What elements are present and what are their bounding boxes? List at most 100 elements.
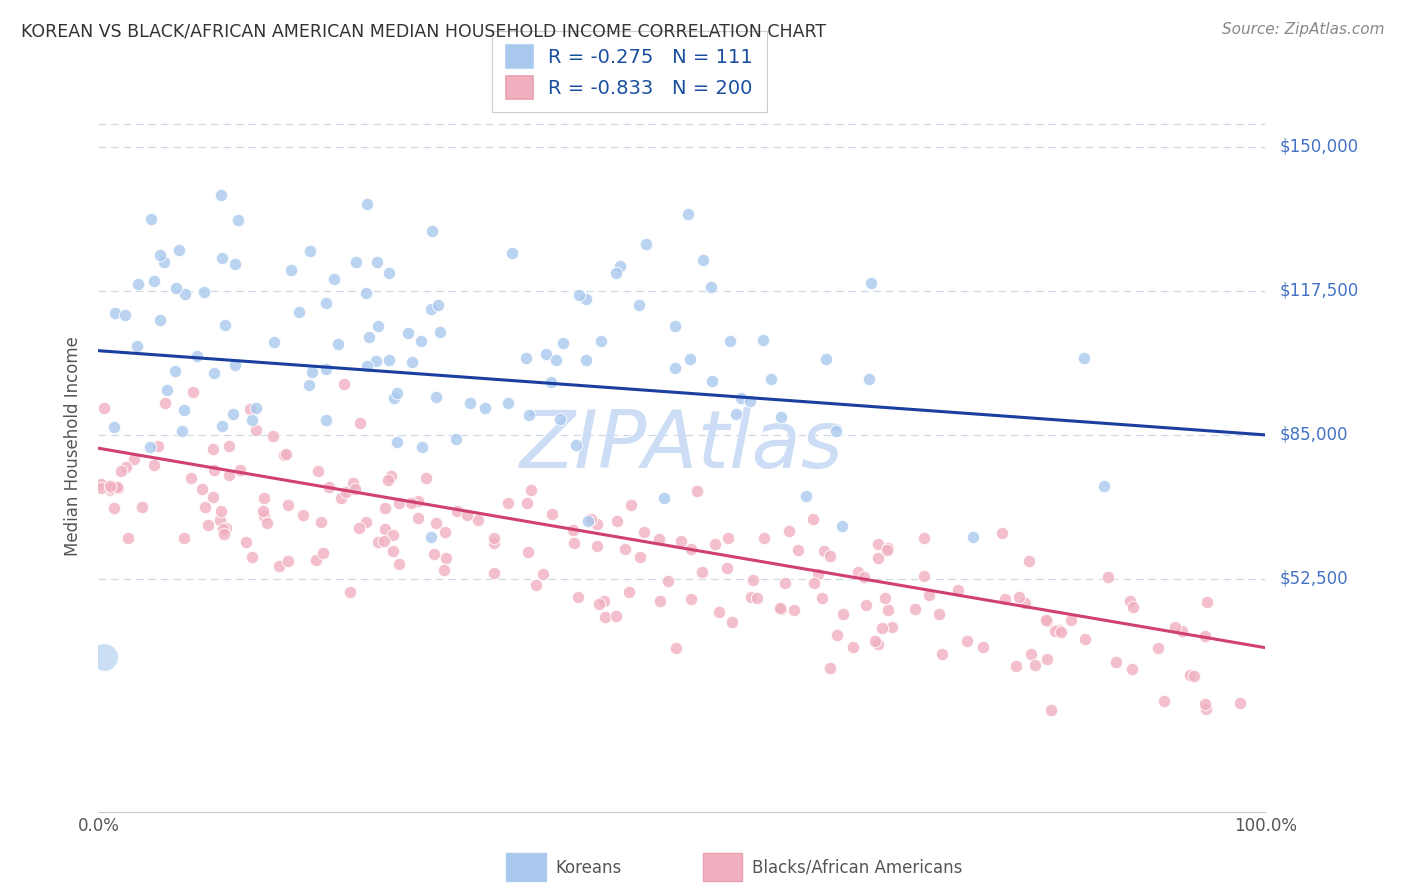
Point <box>425 516 447 531</box>
Point <box>928 607 950 621</box>
Point <box>501 245 523 260</box>
Point <box>312 546 335 560</box>
Point <box>585 539 607 553</box>
Point <box>740 591 762 605</box>
Point <box>434 550 457 565</box>
Point <box>209 503 232 517</box>
Point <box>880 620 903 634</box>
Point <box>846 565 869 579</box>
Point <box>263 335 285 350</box>
Point <box>382 544 405 558</box>
Point <box>589 334 612 348</box>
Point <box>700 374 723 388</box>
Point <box>201 442 224 457</box>
Point <box>1229 696 1251 710</box>
Point <box>373 534 395 549</box>
Point <box>1014 596 1036 610</box>
Point <box>117 531 139 545</box>
Point <box>818 661 841 675</box>
Point <box>534 347 557 361</box>
Point <box>127 277 149 291</box>
Point <box>425 391 447 405</box>
Point <box>1122 599 1144 614</box>
Point <box>406 510 429 524</box>
Point <box>364 354 387 368</box>
Point <box>613 542 636 557</box>
Point <box>853 570 876 584</box>
Point <box>202 366 225 380</box>
Point <box>962 530 984 544</box>
Point <box>858 372 880 386</box>
Point <box>346 255 368 269</box>
Point <box>93 401 115 415</box>
Point <box>149 313 172 327</box>
Point <box>567 590 589 604</box>
Point <box>912 569 935 583</box>
Point <box>730 391 752 405</box>
Point <box>524 578 547 592</box>
Point <box>354 286 377 301</box>
Point <box>298 244 321 259</box>
Point <box>1004 659 1026 673</box>
Point <box>1045 624 1067 639</box>
Point <box>202 463 225 477</box>
Point <box>125 339 148 353</box>
Point <box>717 531 740 545</box>
Point <box>1195 595 1218 609</box>
Point <box>482 536 505 550</box>
Point <box>516 496 538 510</box>
Point <box>252 504 274 518</box>
Point <box>540 375 562 389</box>
Point <box>222 408 245 422</box>
Point <box>482 532 505 546</box>
Point <box>575 292 598 306</box>
Point <box>298 378 321 392</box>
Point <box>813 543 835 558</box>
Point <box>1018 554 1040 568</box>
Point <box>212 526 235 541</box>
Point <box>146 439 169 453</box>
Point <box>269 558 291 573</box>
Point <box>745 591 768 605</box>
Point <box>356 515 378 529</box>
Point <box>770 602 793 616</box>
Point <box>496 395 519 409</box>
Point <box>110 464 132 478</box>
Point <box>868 537 890 551</box>
Point <box>870 621 893 635</box>
Point <box>946 583 969 598</box>
Point <box>114 309 136 323</box>
Point <box>330 491 353 505</box>
Point <box>305 553 328 567</box>
Point <box>718 334 741 348</box>
Point <box>576 515 599 529</box>
Point <box>1182 669 1205 683</box>
Point <box>866 551 889 566</box>
Point <box>318 480 340 494</box>
Point <box>482 566 505 580</box>
Point <box>1105 655 1128 669</box>
Point <box>209 513 232 527</box>
Point <box>707 605 730 619</box>
Point <box>467 513 489 527</box>
Point <box>866 637 889 651</box>
Point <box>103 500 125 515</box>
Point <box>773 576 796 591</box>
Point <box>863 634 886 648</box>
Point <box>606 514 628 528</box>
Text: ZIPAtlas: ZIPAtlas <box>520 407 844 485</box>
Point <box>367 535 389 549</box>
Point <box>240 549 263 564</box>
Point <box>588 598 610 612</box>
Point <box>794 489 817 503</box>
Point <box>374 522 396 536</box>
Text: Koreans: Koreans <box>555 859 621 877</box>
Point <box>720 615 742 629</box>
Point <box>356 359 378 373</box>
Point <box>515 351 537 365</box>
Point <box>444 432 467 446</box>
Text: Blacks/African Americans: Blacks/African Americans <box>752 859 963 877</box>
Point <box>292 508 315 522</box>
Point <box>704 536 727 550</box>
Point <box>224 257 246 271</box>
